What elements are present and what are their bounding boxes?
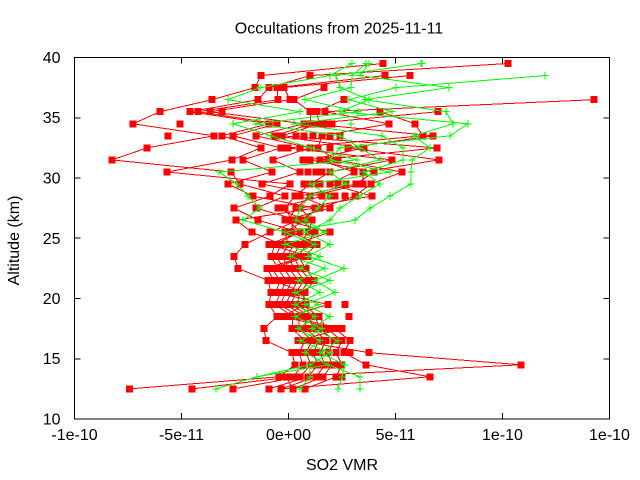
svg-text:30: 30 <box>43 171 61 188</box>
svg-text:15: 15 <box>43 351 61 368</box>
svg-text:10: 10 <box>43 412 61 429</box>
svg-text:35: 35 <box>43 110 61 127</box>
svg-text:SO2 VMR: SO2 VMR <box>306 457 378 474</box>
svg-text:0e+00: 0e+00 <box>266 427 311 444</box>
svg-text:-5e-11: -5e-11 <box>159 427 204 444</box>
svg-text:20: 20 <box>43 291 61 308</box>
svg-text:1e-10: 1e-10 <box>482 427 523 444</box>
svg-text:5e-11: 5e-11 <box>376 427 416 444</box>
svg-text:Occultations from 2025-11-11: Occultations from 2025-11-11 <box>235 21 444 38</box>
svg-text:40: 40 <box>43 50 61 67</box>
svg-text:-1e-10: -1e-10 <box>51 427 97 444</box>
svg-text:1e-10: 1e-10 <box>589 427 630 444</box>
svg-text:Altitude (km): Altitude (km) <box>6 196 23 286</box>
svg-text:25: 25 <box>43 231 61 248</box>
